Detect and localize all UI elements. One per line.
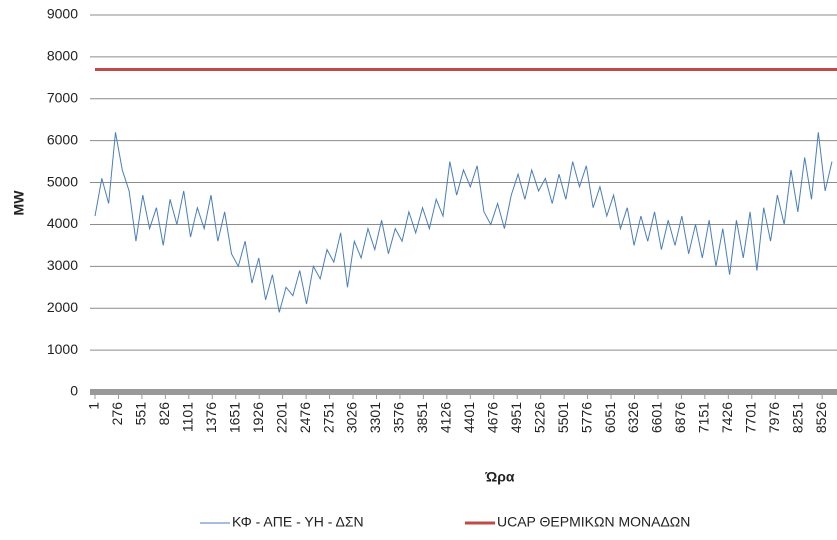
x-tick-label: 3301 — [367, 402, 383, 433]
x-tick-label: 6326 — [625, 402, 641, 433]
x-tick-label: 8526 — [813, 402, 829, 433]
x-tick-label: 4401 — [461, 402, 477, 433]
x-tick-label: 1651 — [226, 402, 242, 433]
x-tick-label: 7701 — [742, 402, 758, 433]
x-tick-label: 1376 — [203, 402, 219, 433]
x-tick-label: 276 — [109, 402, 125, 426]
y-tick-label: 8000 — [47, 48, 78, 64]
x-tick-label: 5776 — [578, 402, 594, 433]
x-tick-label: 4676 — [484, 402, 500, 433]
y-tick-label: 2000 — [47, 299, 78, 315]
x-tick-label: 826 — [156, 402, 172, 426]
x-tick-label: 3576 — [391, 402, 407, 433]
legend-label: ΚΦ - ΑΠΕ - ΥΗ - ΔΣΝ — [232, 514, 364, 530]
x-tick-label: 7426 — [719, 402, 735, 433]
x-tick-label: 4126 — [438, 402, 454, 433]
y-tick-label: 7000 — [47, 89, 78, 105]
y-tick-label: 0 — [70, 383, 78, 399]
y-tick-label: 6000 — [47, 131, 78, 147]
y-tick-label: 4000 — [47, 215, 78, 231]
x-tick-label: 2201 — [273, 402, 289, 433]
x-tick-label: 6051 — [602, 402, 618, 433]
x-tick-label: 1101 — [180, 402, 196, 432]
x-tick-label: 1 — [86, 402, 102, 410]
x-tick-label: 2751 — [320, 402, 336, 433]
x-tick-label: 7976 — [766, 402, 782, 433]
legend-label: UCAP ΘΕΡΜΙΚΩΝ ΜΟΝΑΔΩΝ — [497, 514, 690, 530]
x-axis-label: Ώρα — [485, 469, 515, 485]
y-tick-label: 5000 — [47, 173, 78, 189]
series-line — [94, 132, 833, 313]
x-tick-label: 6601 — [649, 402, 665, 433]
y-tick-label: 1000 — [47, 341, 78, 357]
x-tick-label: 3851 — [414, 402, 430, 433]
x-tick-label: 4951 — [508, 402, 524, 433]
x-tick-label: 8251 — [789, 402, 805, 433]
x-tick-label: 5226 — [531, 402, 547, 433]
x-tick-label: 7151 — [696, 402, 712, 433]
x-tick-label: 551 — [133, 402, 149, 426]
x-tick-label: 6876 — [672, 402, 688, 433]
x-tick-label: 3026 — [344, 402, 360, 433]
y-tick-label: 3000 — [47, 257, 78, 273]
x-tick-label: 5501 — [555, 402, 571, 433]
y-axis-label: MW — [11, 190, 27, 216]
x-tick-label: 1926 — [250, 402, 266, 433]
y-tick-label: 9000 — [47, 6, 78, 22]
x-tick-label: 2476 — [297, 402, 313, 433]
